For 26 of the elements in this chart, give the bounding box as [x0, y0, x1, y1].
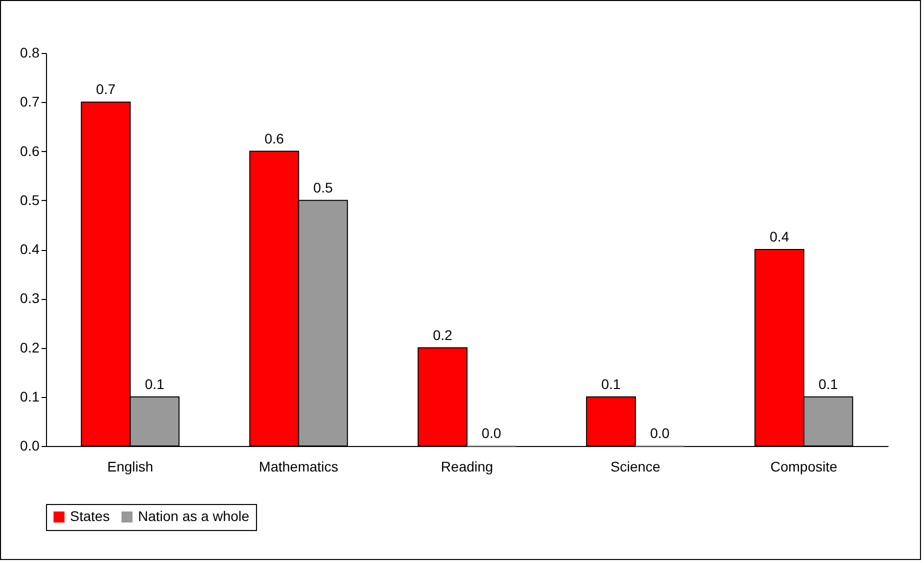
data-label: 0.1 [818, 376, 838, 392]
x-tick-label: Science [610, 458, 661, 474]
y-tick-label: 0.0 [20, 438, 40, 454]
data-label: 0.1 [144, 376, 165, 392]
y-tick-label: 0.3 [20, 290, 40, 306]
data-label: 0.5 [313, 179, 333, 196]
y-tick-label: 0.6 [20, 142, 40, 159]
y-tick-label: 0.4 [20, 241, 40, 257]
data-label: 0.2 [432, 326, 453, 343]
x-tick-label: Reading [440, 458, 494, 474]
x-tick-label: Composite [770, 458, 838, 474]
data-label: 0.0 [482, 425, 502, 441]
y-tick-label: 0.2 [20, 339, 40, 356]
y-tick-label: 0.8 [20, 44, 40, 60]
y-tick-label: 0.1 [20, 388, 40, 404]
x-tick-label: English [107, 458, 154, 474]
legend-label: Nation as a whole [138, 508, 250, 524]
data-label: 0.6 [264, 130, 284, 146]
data-label: 0.0 [650, 425, 670, 441]
data-label: 0.7 [96, 81, 116, 98]
legend-label: States [70, 508, 110, 524]
x-tick-label: Mathematics [258, 458, 338, 474]
y-tick-label: 0.7 [20, 94, 40, 110]
data-label: 0.1 [601, 376, 621, 392]
y-tick-label: 0.5 [20, 192, 40, 208]
data-label: 0.4 [770, 228, 790, 244]
